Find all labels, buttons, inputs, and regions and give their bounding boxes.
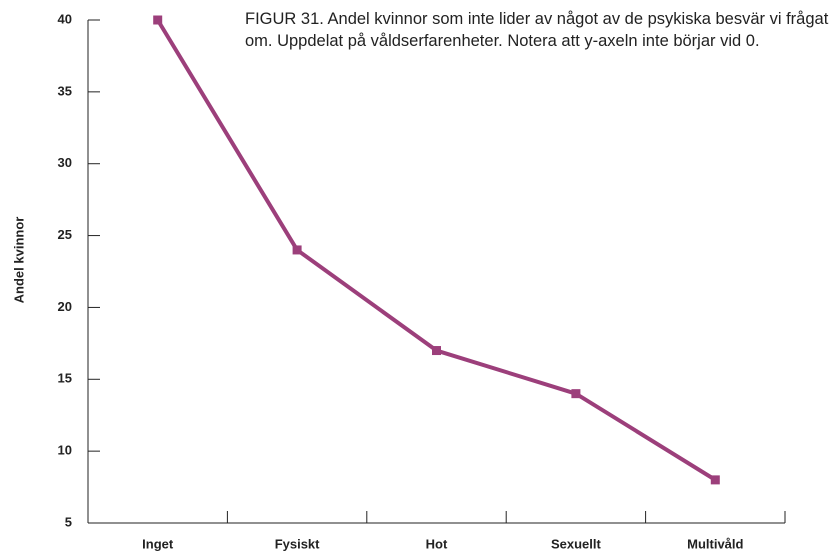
y-axis-label: Andel kvinnor: [11, 217, 26, 304]
y-tick-label: 20: [58, 299, 72, 314]
x-tick-label: Hot: [426, 536, 448, 551]
x-tick-label: Fysiskt: [275, 536, 320, 551]
y-tick-label: 30: [58, 155, 72, 170]
marker: [710, 475, 720, 485]
x-tick-label: Sexuellt: [551, 536, 602, 551]
marker: [571, 389, 581, 399]
y-tick-label: 35: [58, 83, 72, 98]
y-tick-label: 25: [58, 227, 72, 242]
marker: [292, 245, 302, 255]
y-tick-label: 15: [58, 371, 72, 386]
y-tick-label: 10: [58, 443, 72, 458]
chart-title: FIGUR 31. Andel kvinnor som inte lider a…: [245, 10, 829, 50]
line: [155, 18, 717, 482]
y-tick-label: 40: [58, 11, 72, 26]
x-tick-label: Multivåld: [687, 536, 743, 551]
x-tick-label: Inget: [142, 536, 174, 551]
marker: [432, 346, 441, 356]
y-tick-label: 5: [65, 514, 72, 529]
marker: [153, 15, 163, 25]
